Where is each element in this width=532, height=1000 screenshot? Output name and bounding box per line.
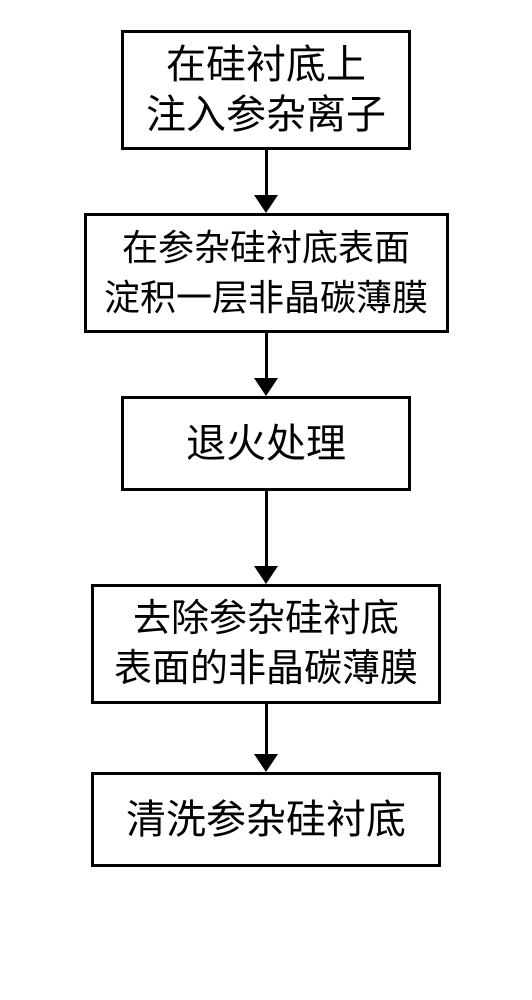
arrow-head-icon <box>254 754 278 772</box>
flow-step-1-line2: 注入参杂离子 <box>146 90 386 140</box>
arrow-head-icon <box>254 195 278 213</box>
flowchart-container: 在硅衬底上 注入参杂离子 在参杂硅衬底表面 淀积一层非晶碳薄膜 退火处理 去除参… <box>0 0 532 867</box>
flow-step-4: 去除参杂硅衬底 表面的非晶碳薄膜 <box>91 584 441 704</box>
flow-step-3: 退火处理 <box>121 396 411 491</box>
arrow-head-icon <box>254 378 278 396</box>
flow-step-5: 清洗参杂硅衬底 <box>91 772 441 867</box>
flow-step-2-line2: 淀积一层非晶碳薄膜 <box>104 273 428 323</box>
flow-step-2: 在参杂硅衬底表面 淀积一层非晶碳薄膜 <box>84 213 449 333</box>
arrow-line <box>265 150 268 195</box>
arrow-line <box>265 333 268 378</box>
flow-arrow-2 <box>254 333 278 396</box>
flow-step-2-line1: 在参杂硅衬底表面 <box>122 223 410 273</box>
flow-arrow-3 <box>254 491 278 584</box>
flow-arrow-4 <box>254 704 278 772</box>
arrow-line <box>265 491 268 566</box>
flow-step-3-line1: 退火处理 <box>186 419 346 469</box>
flow-step-1-line1: 在硅衬底上 <box>166 40 366 90</box>
flow-step-4-line2: 表面的非晶碳薄膜 <box>114 644 418 694</box>
arrow-line <box>265 704 268 754</box>
flow-step-4-line1: 去除参杂硅衬底 <box>133 594 399 644</box>
arrow-head-icon <box>254 566 278 584</box>
flow-arrow-1 <box>254 150 278 213</box>
flow-step-1: 在硅衬底上 注入参杂离子 <box>121 30 411 150</box>
flow-step-5-line1: 清洗参杂硅衬底 <box>126 795 406 845</box>
